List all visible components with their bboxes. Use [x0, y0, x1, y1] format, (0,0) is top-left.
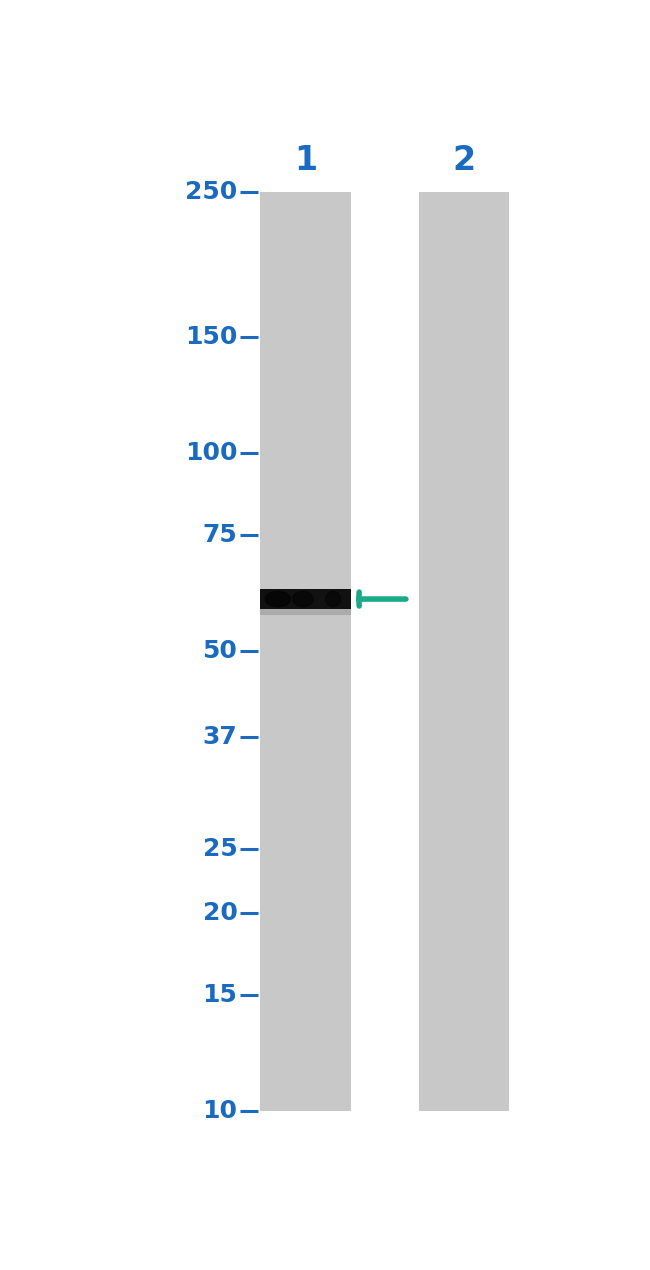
Text: 75: 75	[203, 523, 237, 547]
Text: 1: 1	[294, 144, 317, 177]
Text: 250: 250	[185, 179, 237, 203]
Bar	[260, 589, 351, 608]
Text: 50: 50	[203, 639, 237, 663]
Bar	[419, 192, 510, 1111]
Text: 100: 100	[185, 441, 237, 465]
Bar	[260, 192, 351, 1111]
Ellipse shape	[265, 592, 291, 607]
Ellipse shape	[326, 592, 341, 607]
Ellipse shape	[292, 592, 313, 607]
Text: 150: 150	[185, 325, 237, 349]
Text: 10: 10	[202, 1099, 237, 1123]
Text: 15: 15	[203, 983, 237, 1007]
Text: 2: 2	[452, 144, 476, 177]
Bar	[260, 608, 351, 615]
Text: 37: 37	[203, 725, 237, 749]
Text: 20: 20	[203, 900, 237, 925]
Text: 25: 25	[203, 837, 237, 861]
